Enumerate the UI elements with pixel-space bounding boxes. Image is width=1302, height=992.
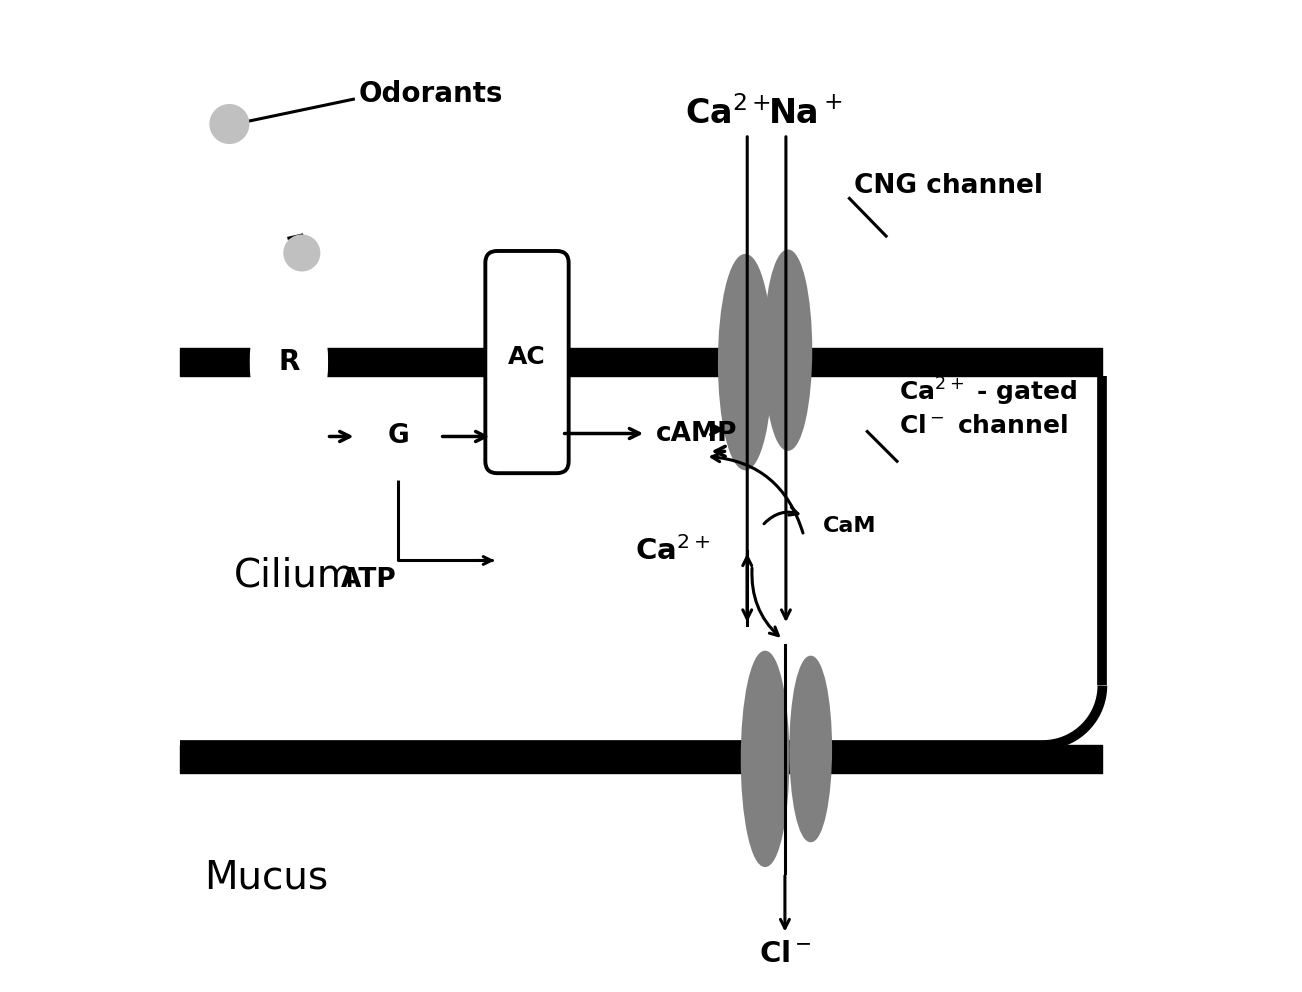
- Ellipse shape: [742, 653, 788, 865]
- Text: Cilium: Cilium: [234, 557, 355, 594]
- Ellipse shape: [251, 276, 326, 448]
- Text: Ca$^{2+}$: Ca$^{2+}$: [685, 96, 771, 132]
- Text: cAMP: cAMP: [656, 421, 737, 446]
- Ellipse shape: [355, 394, 440, 478]
- Ellipse shape: [211, 105, 249, 143]
- Ellipse shape: [720, 256, 771, 469]
- Ellipse shape: [766, 251, 811, 449]
- Text: Cl$^-$: Cl$^-$: [759, 940, 811, 968]
- Text: R: R: [279, 348, 299, 376]
- Ellipse shape: [284, 235, 319, 271]
- Text: G: G: [387, 424, 409, 449]
- Text: AC: AC: [508, 345, 546, 369]
- Text: Odorants: Odorants: [358, 80, 503, 108]
- Text: CaM: CaM: [823, 516, 876, 536]
- Text: Ca$^{2+}$: Ca$^{2+}$: [635, 536, 711, 565]
- Ellipse shape: [803, 480, 894, 571]
- Text: Mucus: Mucus: [204, 859, 328, 897]
- Text: Na$^+$: Na$^+$: [767, 97, 842, 131]
- Text: CNG channel: CNG channel: [854, 174, 1043, 199]
- Ellipse shape: [790, 657, 831, 841]
- Text: Ca$^{2+}$ - gated
Cl$^-$ channel: Ca$^{2+}$ - gated Cl$^-$ channel: [898, 376, 1077, 437]
- FancyBboxPatch shape: [486, 251, 569, 473]
- Text: ATP: ATP: [340, 567, 396, 593]
